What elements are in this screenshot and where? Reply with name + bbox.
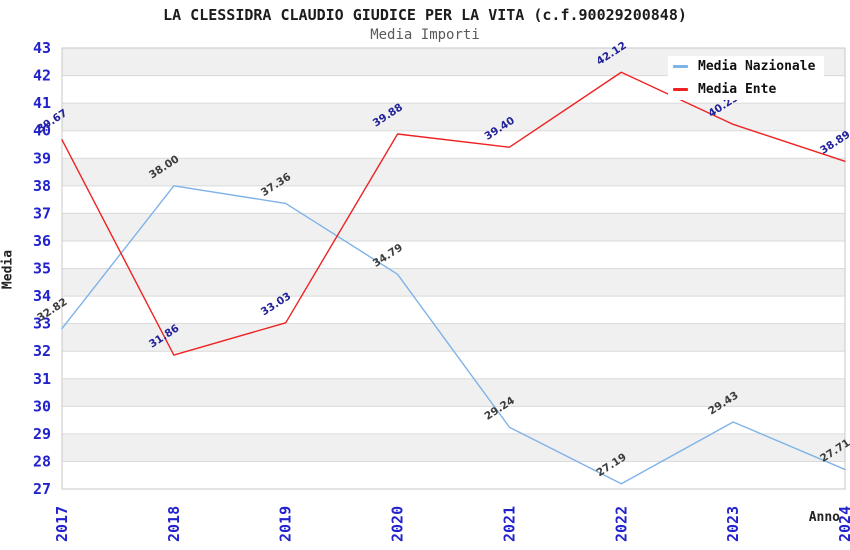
series-line-media-nazionale (61, 185, 846, 485)
chart-subtitle: Media Importi (370, 27, 480, 43)
y-tick-label: 42 (33, 67, 51, 85)
y-tick-label: 27 (33, 480, 51, 498)
y-tick-label: 31 (33, 370, 51, 388)
legend-item-media-ente: Media Ente (668, 79, 825, 100)
legend-label-media-ente: Media Ente (698, 82, 777, 97)
y-tick-label: 33 (33, 315, 51, 333)
plot-border (61, 47, 846, 490)
grid-band (62, 433, 845, 462)
y-tick-label: 39 (33, 149, 51, 167)
x-tick-label: 2019 (277, 506, 295, 542)
grid-band (62, 158, 845, 186)
y-tick-label: 34 (33, 287, 51, 305)
y-tick-label: 43 (33, 39, 51, 57)
y-tick-label: 38 (33, 177, 51, 195)
y-tick-label: 41 (33, 94, 51, 112)
x-tick-label: 2020 (389, 506, 407, 542)
legend: Media Nazionale Media Ente (668, 56, 825, 100)
chart-title: LA CLESSIDRA CLAUDIO GIUDICE PER LA VITA… (163, 6, 687, 24)
grid-band (62, 213, 845, 241)
series-line-media-ente (61, 71, 846, 356)
x-tick-label: 2018 (165, 506, 183, 542)
legend-swatch-media-nazionale (673, 65, 688, 68)
legend-label-media-nazionale: Media Nazionale (698, 59, 816, 74)
grid-band (62, 323, 845, 352)
x-tick-label: 2024 (836, 506, 850, 542)
grid-band (62, 378, 845, 407)
x-tick-label: 2022 (612, 506, 630, 542)
y-tick-label: 29 (33, 425, 51, 443)
grid-band (62, 103, 845, 131)
y-tick-label: 40 (33, 122, 51, 140)
legend-swatch-media-ente (673, 88, 688, 91)
data-label: 34.79 (371, 242, 405, 270)
y-tick-label: 32 (33, 342, 51, 360)
x-axis-title: Anno (808, 510, 840, 525)
y-tick-label: 35 (33, 260, 51, 278)
grid-band (62, 268, 845, 297)
x-tick-label: 2023 (724, 506, 742, 542)
y-tick-label: 36 (33, 232, 51, 250)
legend-item-media-nazionale: Media Nazionale (668, 56, 825, 77)
y-tick-label: 30 (33, 397, 51, 415)
y-tick-label: 37 (33, 204, 51, 222)
y-tick-label: 28 (33, 452, 51, 470)
y-axis-title: Media (0, 249, 16, 290)
x-tick-label: 2017 (53, 506, 71, 542)
x-tick-label: 2021 (500, 506, 518, 542)
